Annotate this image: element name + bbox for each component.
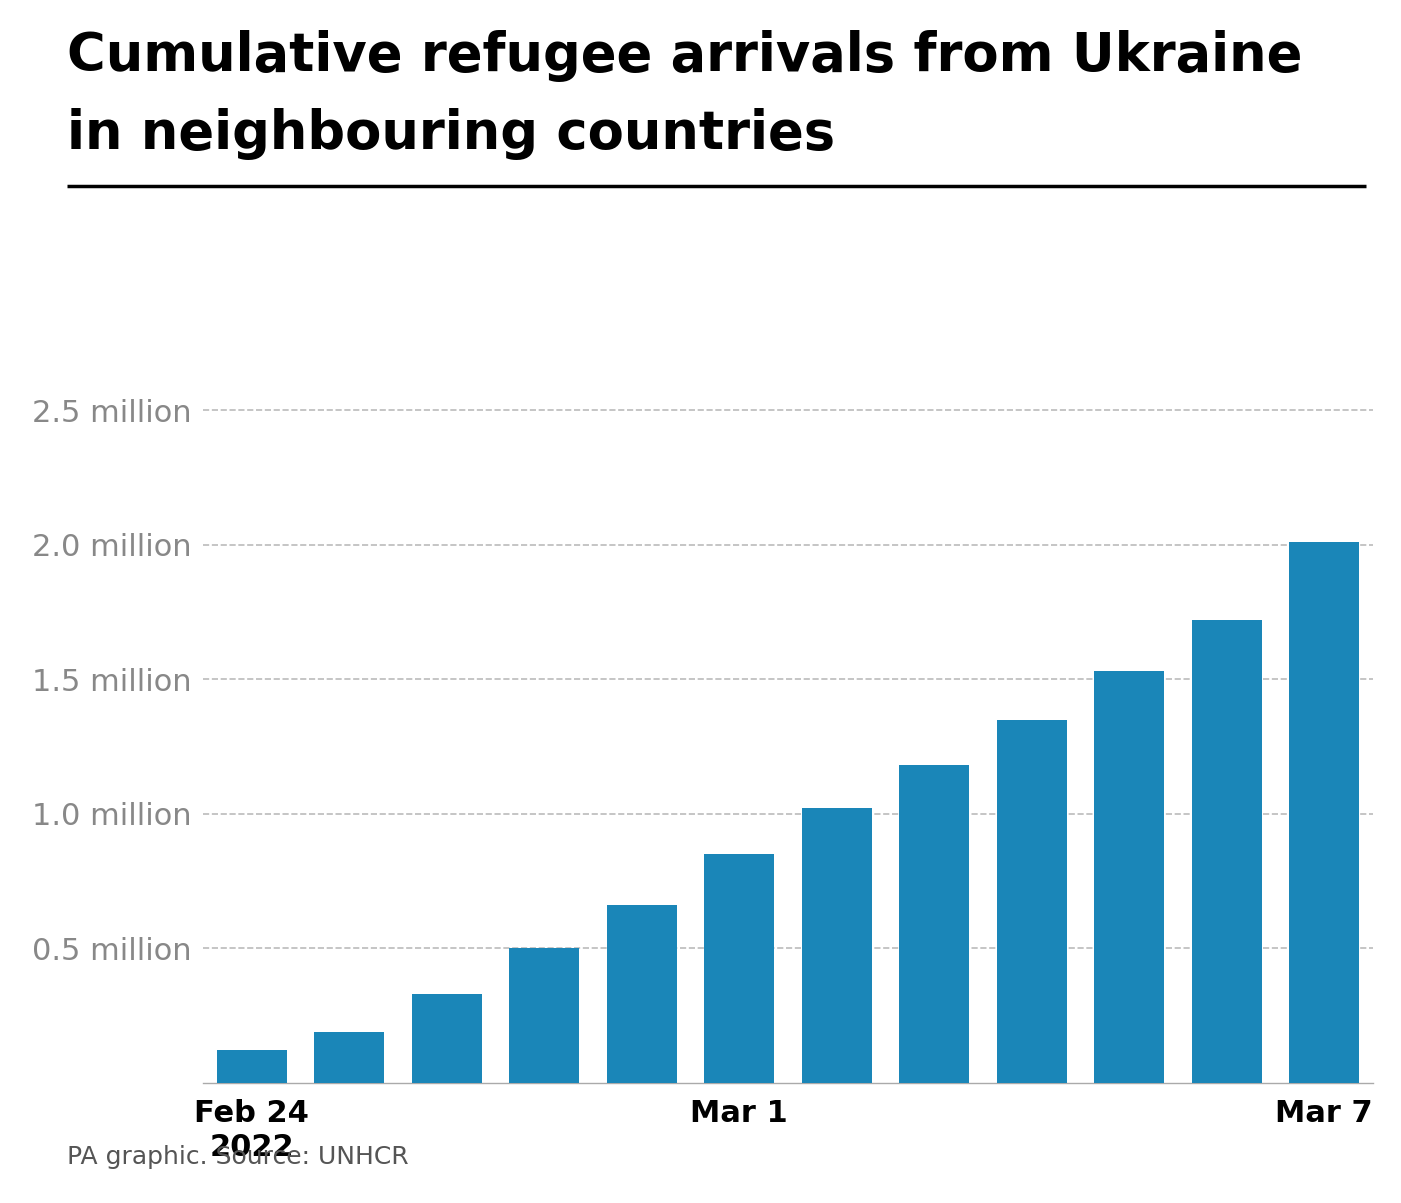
Bar — [899, 765, 969, 1083]
Text: Cumulative refugee arrivals from Ukraine: Cumulative refugee arrivals from Ukraine — [67, 30, 1303, 82]
Bar — [801, 808, 871, 1083]
Bar — [1094, 671, 1164, 1083]
Text: in neighbouring countries: in neighbouring countries — [67, 108, 835, 160]
Bar — [996, 719, 1068, 1083]
Bar — [314, 1032, 384, 1083]
Bar — [217, 1050, 287, 1083]
Bar — [1192, 620, 1262, 1083]
Bar — [509, 948, 580, 1083]
Bar — [1289, 541, 1359, 1083]
Bar — [607, 905, 677, 1083]
Bar — [705, 854, 775, 1083]
Text: PA graphic. Source: UNHCR: PA graphic. Source: UNHCR — [67, 1145, 409, 1169]
Bar — [412, 994, 482, 1083]
